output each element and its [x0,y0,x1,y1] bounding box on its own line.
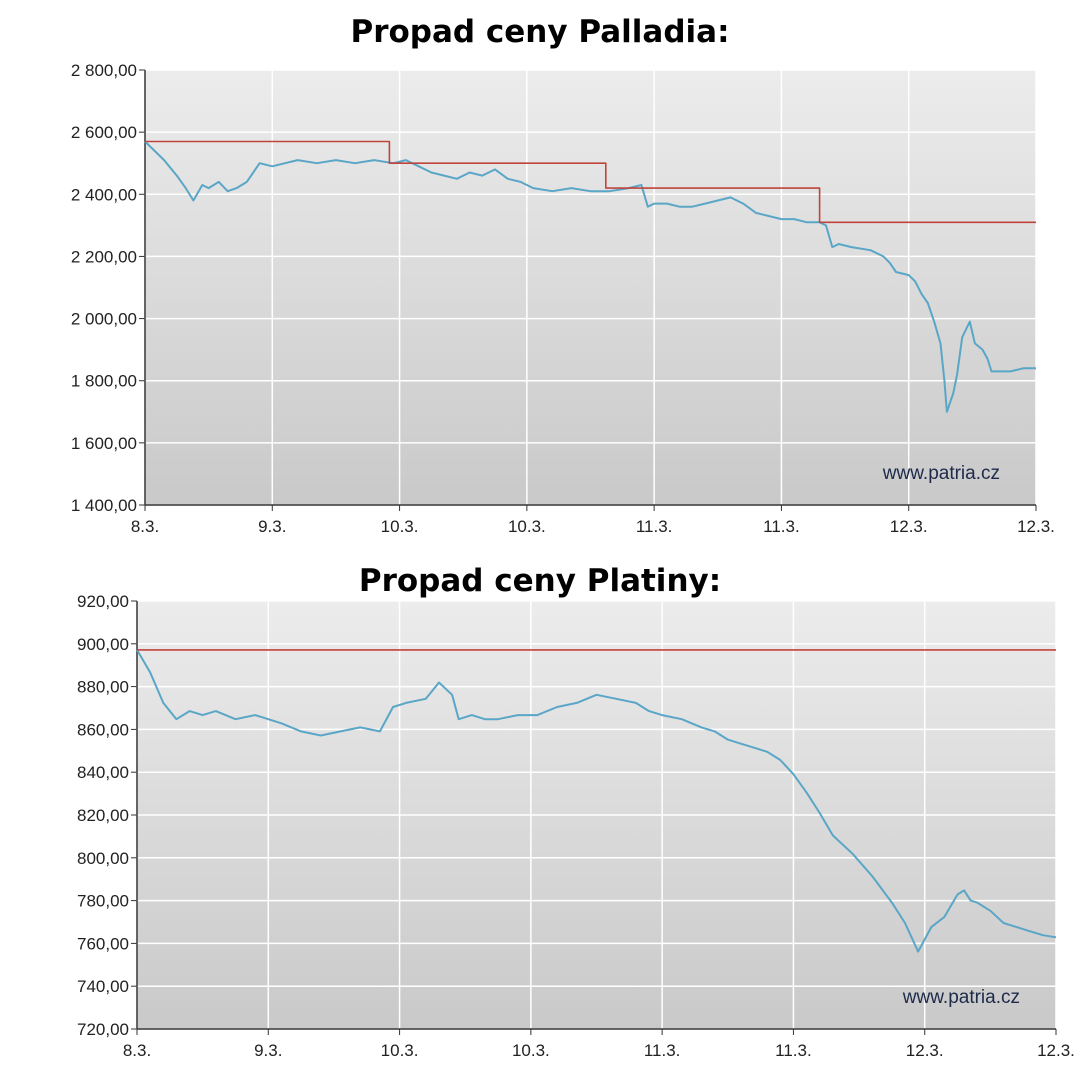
y-tick-label: 860,00 [77,720,129,739]
y-tick-label: 2 000,00 [71,310,137,329]
x-tick-label: 9.3. [258,517,286,536]
y-tick-label: 760,00 [77,934,129,953]
palladium-chart: 2 800,00 2 600,00 2 400,00 2 200,00 2 000,00… [71,61,1055,536]
y-tick-label: 880,00 [77,678,129,697]
y-tick-label: 740,00 [77,977,129,996]
y-tick-label: 2 600,00 [71,123,137,142]
y-tick-label: 800,00 [77,849,129,868]
x-tick-label: 11.3. [636,517,673,536]
x-tick-label: 10.3. [508,517,546,536]
watermark-text: www.patria.cz [882,463,1000,484]
x-tick-label: 11.3. [775,1041,812,1060]
y-tick-label: 1 400,00 [71,496,137,515]
reference-line [145,140,1036,224]
watermark-text: www.patria.cz [902,987,1020,1008]
price-line [144,140,1036,413]
y-tick-label: 2 400,00 [71,185,137,204]
x-tick-label: 12.3. [890,517,928,536]
x-tick-label: 11.3. [763,517,800,536]
x-tick-label: 8.3. [131,517,159,536]
x-tick-label: 10.3. [381,517,419,536]
y-tick-label: 2 200,00 [71,247,137,266]
x-tick-label: 12.3. [1037,1041,1075,1060]
y-tick-label: 780,00 [77,892,129,911]
y-tick-label: 2 800,00 [71,61,137,80]
y-tick-label: 900,00 [77,635,129,654]
y-tick-label: 840,00 [77,763,129,782]
chart-title-palladium: Propad ceny Palladia: [350,14,730,50]
chart-title-platinum: Propad ceny Platiny: [358,563,722,599]
x-tick-label: 8.3. [123,1041,151,1060]
price-line [136,649,1057,953]
x-tick-label: 9.3. [254,1041,282,1060]
y-tick-label: 920,00 [77,592,129,611]
x-tick-label: 10.3. [512,1041,550,1060]
x-tick-label: 12.3. [1017,517,1055,536]
y-tick-label: 820,00 [77,806,129,825]
y-tick-label: 1 600,00 [71,434,137,453]
y-tick-label: 1 800,00 [71,372,137,391]
x-tick-label: 10.3. [381,1041,419,1060]
x-tick-label: 11.3. [644,1041,681,1060]
plot-area [145,70,1036,505]
y-tick-label: 720,00 [77,1020,129,1039]
x-tick-label: 12.3. [906,1041,944,1060]
